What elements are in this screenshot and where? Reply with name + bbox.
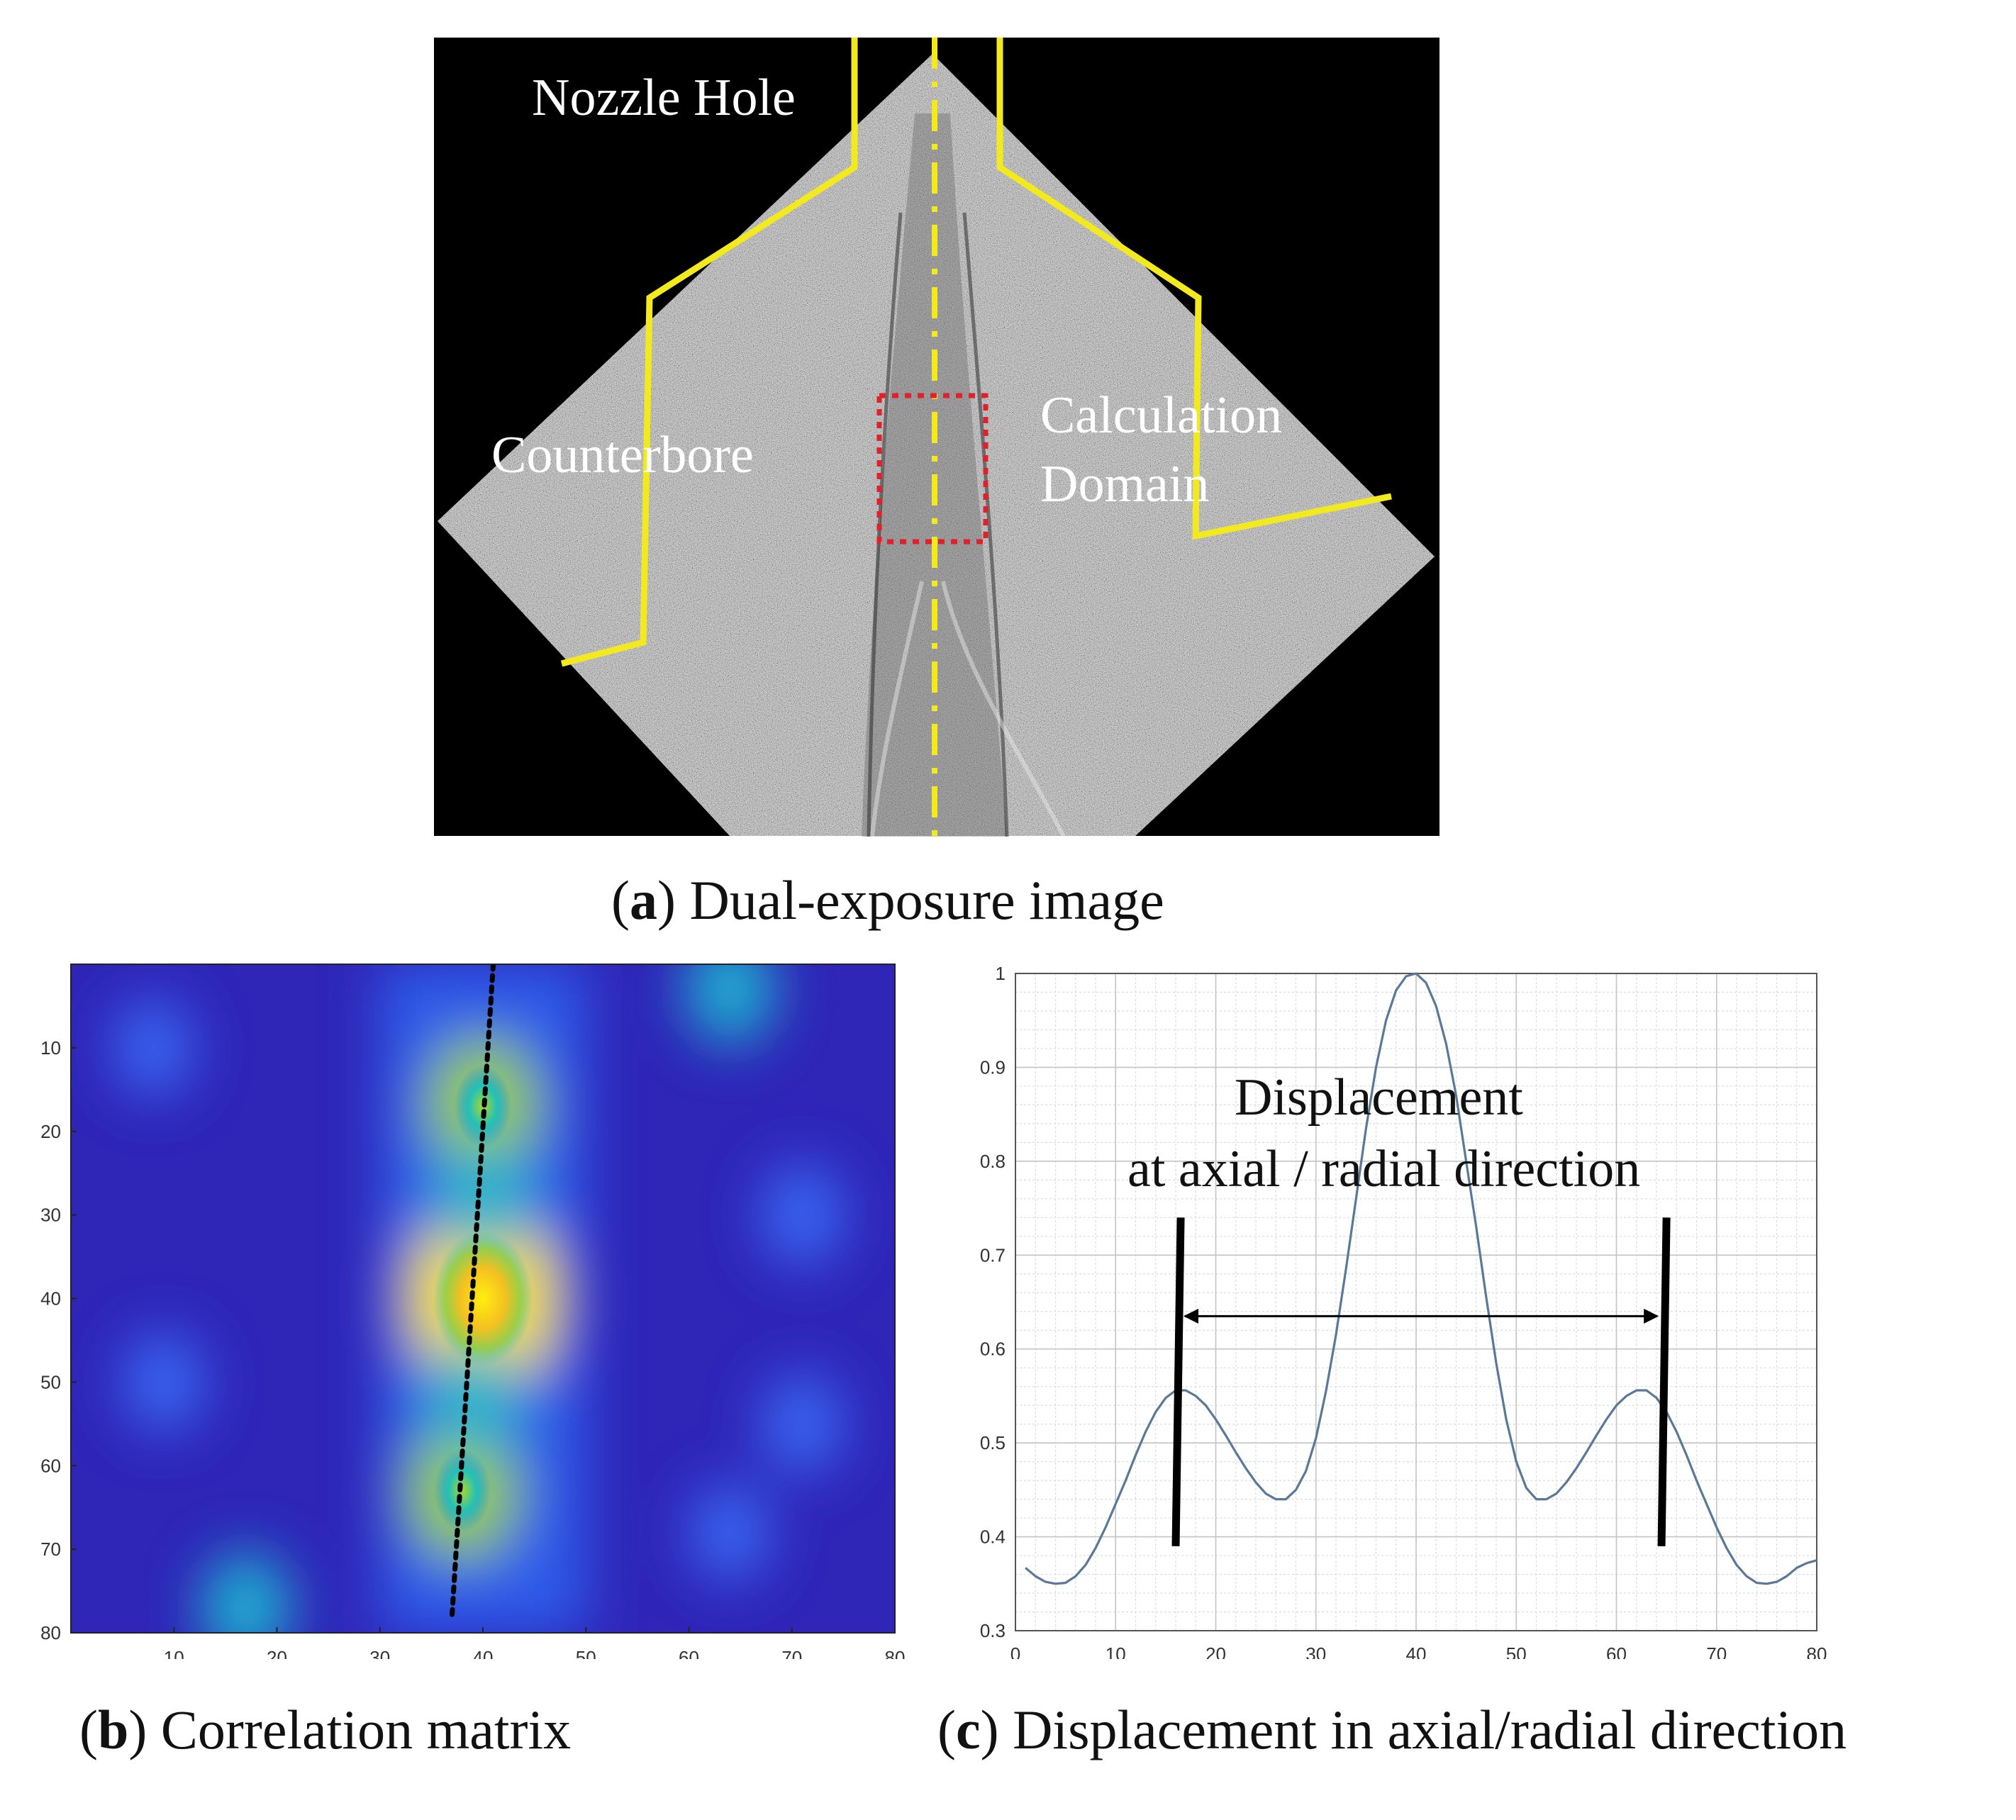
ridge-dotted-line (449, 964, 496, 1619)
y-tick-label: 0.8 (980, 1151, 1006, 1172)
correlation-matrix-chart: 10 20 30 40 50 60 70 80 10 20 30 40 50 60 70 80 (40, 964, 906, 1659)
label-nozzle-hole: Nozzle Hole (532, 69, 796, 127)
caption-b-text: ) Correlation matrix (128, 1699, 572, 1760)
heatmap-blob (113, 999, 194, 1097)
x-tick-label: 20 (1205, 1643, 1226, 1659)
annotation-displacement-line1: Displacement (1235, 1068, 1523, 1127)
series-line (1025, 972, 1817, 1585)
caption-a-letter: a (629, 869, 657, 931)
peak-marker-line (1171, 1217, 1185, 1546)
y-tick-label: 0.4 (980, 1526, 1006, 1548)
y-tick-label: 40 (40, 1288, 61, 1310)
heatmap-blob (760, 1163, 844, 1266)
heatmap-blob (201, 1552, 291, 1633)
x-tick-label: 20 (267, 1647, 287, 1659)
y-tick-label: 1 (996, 963, 1006, 984)
caption-c-text: ) Displacement in axial/radial direction (980, 1699, 1847, 1760)
heatmap-blob (762, 1374, 843, 1474)
nozzle-outline-left (560, 38, 858, 667)
label-counterbore: Counterbore (491, 426, 754, 484)
y-tick-label: 20 (40, 1121, 61, 1142)
peak-marker-line (1657, 1217, 1671, 1546)
x-tick-label: 10 (1106, 1643, 1126, 1659)
heatmap-blob (425, 1340, 520, 1458)
x-tick-label: 50 (576, 1647, 596, 1659)
x-tick-label: 40 (473, 1647, 494, 1659)
heatmap-blob (690, 1483, 770, 1582)
y-tick-label: 0.9 (980, 1056, 1006, 1078)
y-tick-label: 0.7 (980, 1244, 1006, 1266)
heatmap-blob (684, 964, 776, 1045)
x-tick-label: 10 (164, 1647, 184, 1659)
displacement-line-chart: 0 10 20 30 40 50 60 70 800.30.40.50.60.70.80.91 … (980, 963, 1827, 1659)
x-tick-label: 30 (1305, 1643, 1326, 1659)
heatmap-peak (433, 1231, 533, 1366)
y-tick-label: 30 (40, 1205, 61, 1226)
x-tick-label: 30 (369, 1647, 390, 1659)
heatmap-blob (123, 1332, 204, 1432)
heatmap-blob (435, 1139, 531, 1257)
caption-a-text: ) Dual-exposure image (657, 869, 1164, 931)
caption-b: (b) Correlation matrix (79, 1699, 572, 1760)
nozzle-outline-right (996, 38, 1392, 540)
x-tick-label: 70 (781, 1647, 802, 1659)
caption-a: (a) Dual-exposure image (611, 869, 1164, 931)
y-tick-label: 50 (40, 1371, 61, 1392)
y-tick-label: 10 (40, 1037, 61, 1059)
x-tick-label: 60 (679, 1647, 699, 1659)
caption-c-letter: c (955, 1699, 981, 1760)
y-tick-label: 80 (40, 1622, 61, 1643)
panel-a: Nozzle Hole Counterbore Calculation Doma… (434, 38, 1439, 931)
label-calculation: Calculation (1040, 386, 1282, 445)
x-tick-label: 40 (1406, 1643, 1427, 1659)
x-tick-label: 60 (1606, 1643, 1627, 1659)
y-tick-label: 60 (40, 1455, 61, 1476)
caption-b-letter: b (97, 1699, 129, 1760)
x-tick-label: 70 (1706, 1643, 1727, 1659)
label-domain: Domain (1040, 455, 1209, 513)
x-tick-label: 80 (885, 1647, 906, 1659)
caption-c: (c) Displacement in axial/radial directi… (937, 1699, 1847, 1760)
annotation-displacement-line2: at axial / radial direction (1127, 1140, 1640, 1198)
calculation-domain-roi (876, 393, 988, 545)
dual-exposure-image: Nozzle Hole Counterbore Calculation Doma… (434, 38, 1439, 837)
y-tick-label: 70 (40, 1539, 61, 1560)
x-tick-label: 80 (1807, 1643, 1827, 1659)
y-tick-label: 0.6 (980, 1339, 1006, 1360)
x-tick-label: 0 (1010, 1643, 1020, 1659)
y-tick-label: 0.5 (980, 1432, 1006, 1453)
x-tick-label: 50 (1506, 1643, 1527, 1659)
y-tick-label: 0.3 (980, 1620, 1006, 1641)
